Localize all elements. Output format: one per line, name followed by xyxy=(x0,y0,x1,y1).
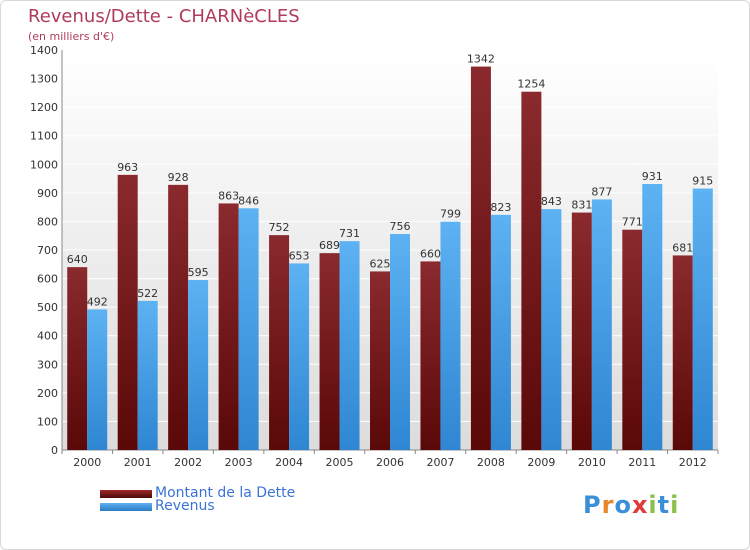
y-tick-label: 700 xyxy=(37,244,58,257)
logo-letter: o xyxy=(614,491,632,519)
data-label-revenus: 846 xyxy=(238,194,259,207)
x-tick-label: 2005 xyxy=(326,456,354,469)
data-label-revenus: 799 xyxy=(440,208,461,221)
bar-dette xyxy=(67,267,88,450)
x-tick-label: 2001 xyxy=(124,456,152,469)
logo-letter: x xyxy=(631,491,649,519)
logo-letter: i xyxy=(648,491,658,519)
legend-swatch-dette xyxy=(100,490,152,498)
bar-revenus xyxy=(137,300,158,450)
x-tick-label: 2006 xyxy=(376,456,404,469)
x-tick-label: 2000 xyxy=(73,456,101,469)
bar-revenus xyxy=(541,209,562,450)
x-tick-label: 2007 xyxy=(426,456,454,469)
logo-letter: i xyxy=(670,491,680,519)
data-label-revenus: 877 xyxy=(591,185,612,198)
x-tick-label: 2010 xyxy=(578,456,606,469)
y-tick-label: 100 xyxy=(37,415,58,428)
bar-revenus xyxy=(390,234,410,450)
data-label-dette: 863 xyxy=(218,189,239,202)
legend-swatch-revenus xyxy=(100,503,152,511)
x-tick-label: 2004 xyxy=(275,456,303,469)
data-label-dette: 681 xyxy=(672,241,693,254)
data-label-revenus: 595 xyxy=(188,266,209,279)
bar-revenus xyxy=(238,208,259,450)
bar-revenus xyxy=(440,221,461,450)
legend-label-dette: Montant de la Dette xyxy=(155,485,296,501)
bar-revenus xyxy=(692,188,713,451)
y-tick-label: 400 xyxy=(37,330,58,343)
data-label-dette: 928 xyxy=(168,171,189,184)
y-tick-label: 200 xyxy=(37,387,58,400)
x-tick-label: 2011 xyxy=(628,456,656,469)
data-label-revenus: 756 xyxy=(390,220,411,233)
y-tick-label: 1100 xyxy=(30,130,58,143)
bar-dette xyxy=(571,212,592,450)
bar-revenus xyxy=(339,241,360,450)
bar-revenus xyxy=(642,184,663,450)
y-tick-label: 1300 xyxy=(30,73,58,86)
data-label-revenus: 931 xyxy=(642,170,663,183)
bar-dette xyxy=(269,235,290,450)
logo-letter: t xyxy=(657,491,671,519)
data-label-revenus: 915 xyxy=(692,175,713,188)
data-label-revenus: 731 xyxy=(339,227,360,240)
y-tick-label: 800 xyxy=(37,215,58,228)
y-tick-label: 300 xyxy=(37,358,58,371)
data-label-dette: 660 xyxy=(420,247,441,260)
y-tick-label: 1200 xyxy=(30,101,58,114)
legend-label-revenus: Revenus xyxy=(155,498,215,514)
bar-dette xyxy=(319,253,340,450)
data-label-dette: 640 xyxy=(67,253,88,266)
y-tick-label: 1400 xyxy=(30,44,58,57)
data-label-revenus: 522 xyxy=(137,287,158,300)
x-tick-label: 2009 xyxy=(527,456,555,469)
bar-dette xyxy=(470,66,491,451)
bar-dette xyxy=(521,91,542,450)
bar-dette xyxy=(672,255,693,450)
y-tick-label: 1000 xyxy=(30,158,58,171)
x-tick-label: 2012 xyxy=(679,456,707,469)
bar-revenus xyxy=(188,280,209,450)
chart-title: Revenus/Dette - CHARNèCLES xyxy=(28,6,300,27)
data-label-dette: 771 xyxy=(622,216,643,229)
data-label-dette: 689 xyxy=(319,239,340,252)
bar-dette xyxy=(622,229,643,450)
data-label-revenus: 653 xyxy=(289,249,310,262)
bar-revenus xyxy=(289,263,310,450)
data-label-revenus: 843 xyxy=(541,195,562,208)
bar-dette xyxy=(117,174,138,450)
bar-dette xyxy=(420,261,441,450)
data-label-dette: 831 xyxy=(571,199,592,212)
bar-dette xyxy=(370,271,390,450)
logo-letter: P xyxy=(583,491,602,519)
y-tick-label: 500 xyxy=(37,301,58,314)
logo-letter: r xyxy=(601,491,615,519)
data-label-revenus: 492 xyxy=(87,295,108,308)
y-tick-label: 900 xyxy=(37,187,58,200)
bar-dette xyxy=(218,203,239,450)
data-label-revenus: 823 xyxy=(490,201,511,214)
bar-revenus xyxy=(490,214,511,450)
bar-revenus xyxy=(591,199,612,450)
y-tick-label: 0 xyxy=(51,444,58,457)
data-label-dette: 963 xyxy=(117,161,138,174)
x-tick-label: 2002 xyxy=(174,456,202,469)
data-label-dette: 1342 xyxy=(467,53,495,66)
x-tick-label: 2008 xyxy=(477,456,505,469)
data-label-dette: 1254 xyxy=(517,78,545,91)
proxiti-logo: Proxiti xyxy=(583,491,679,519)
data-label-dette: 625 xyxy=(370,257,391,270)
y-tick-label: 600 xyxy=(37,273,58,286)
chart-subtitle: (en milliers d'€) xyxy=(28,30,115,43)
x-tick-label: 2003 xyxy=(225,456,253,469)
bar-dette xyxy=(168,184,189,450)
data-label-dette: 752 xyxy=(269,221,290,234)
bar-revenus xyxy=(87,309,108,450)
